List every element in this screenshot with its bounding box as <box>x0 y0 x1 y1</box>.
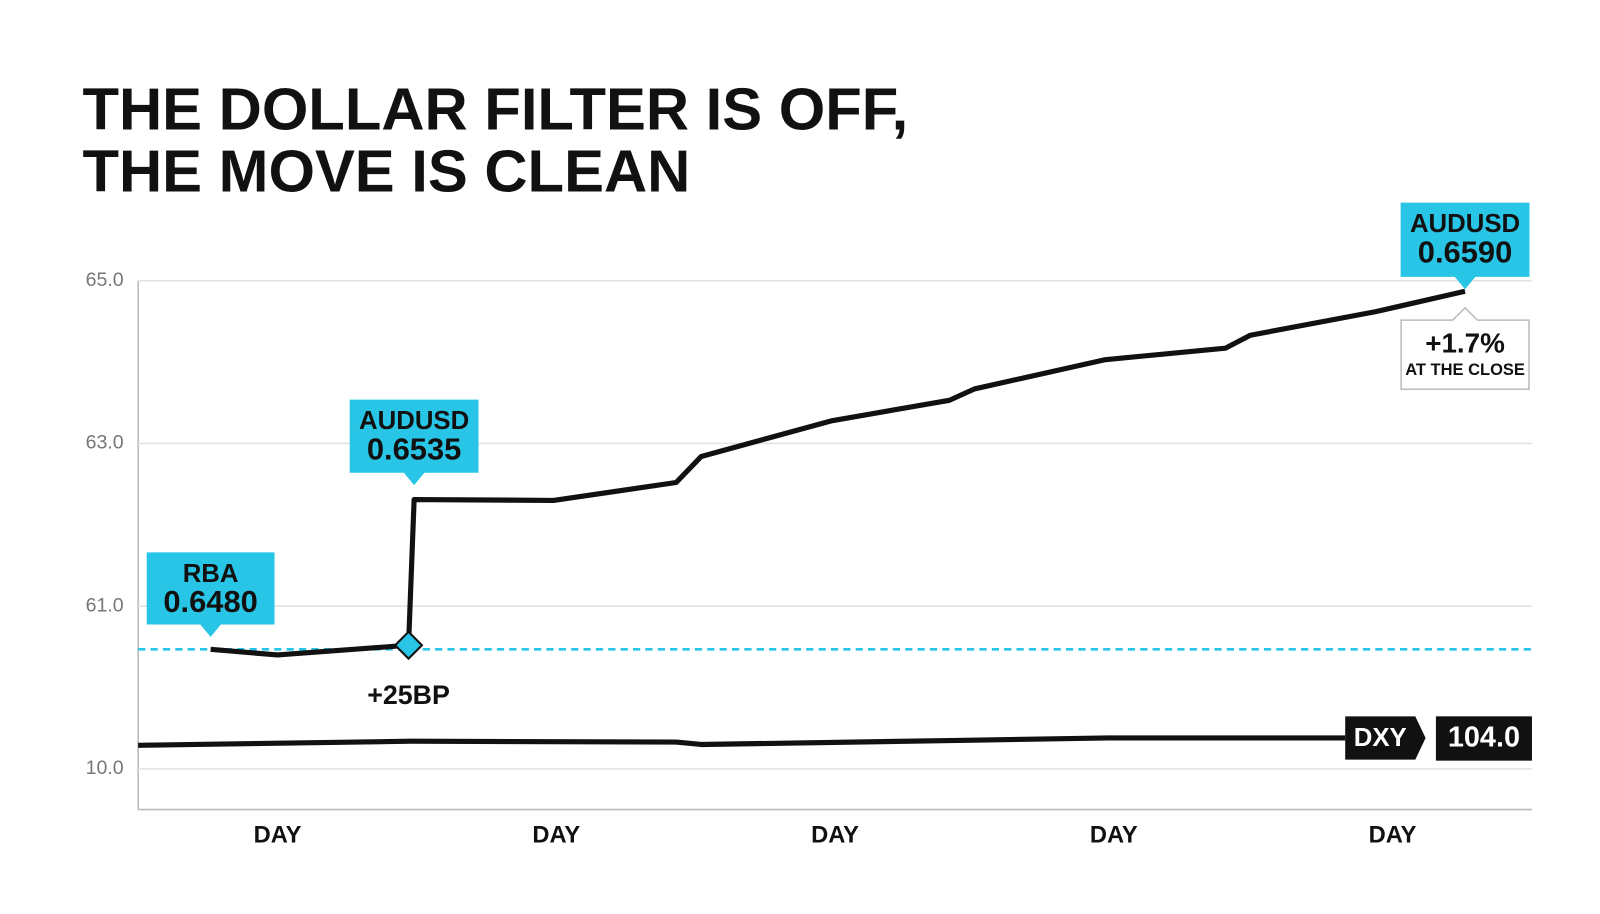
hike-marker <box>393 630 424 661</box>
x-tick-label: DAY <box>811 823 859 849</box>
callout-box <box>1400 202 1530 290</box>
x-tick-label: DAY <box>254 823 302 849</box>
y-tick-label: 65.0 <box>86 269 124 291</box>
dxy-value-box <box>1435 716 1532 761</box>
x-tick-label: DAY <box>1369 823 1417 849</box>
callout-label: AUDUSD <box>359 407 469 435</box>
y-tick-label: 10.0 <box>86 757 124 779</box>
callout-label: RBA <box>183 560 239 588</box>
series-line <box>138 735 1346 748</box>
callout-value: 0.6535 <box>367 431 462 466</box>
callout-value: 0.6590 <box>1418 234 1513 269</box>
x-tick-label: DAY <box>532 823 580 849</box>
change-note: AT THE CLOSE <box>1405 361 1525 379</box>
dxy-label-box <box>1345 716 1426 760</box>
series-line <box>210 288 1466 658</box>
y-tick-label: 61.0 <box>86 594 124 616</box>
callout-box <box>349 399 479 486</box>
change-value: +1.7% <box>1425 327 1505 358</box>
dxy-value: 104.0 <box>1448 722 1520 754</box>
hike-label: +25BP <box>367 680 450 710</box>
callout-value: 0.6480 <box>163 584 258 619</box>
callout-box <box>146 552 275 637</box>
chart-title: THE DOLLAR FILTER IS OFF, <box>82 75 908 142</box>
change-box <box>1400 306 1530 390</box>
y-tick-label: 63.0 <box>86 432 124 454</box>
x-tick-label: DAY <box>1090 823 1138 849</box>
legend-label: DXY <box>1354 724 1407 752</box>
chart-title: THE MOVE IS CLEAN <box>82 137 690 204</box>
callout-label: AUDUSD <box>1410 210 1520 238</box>
